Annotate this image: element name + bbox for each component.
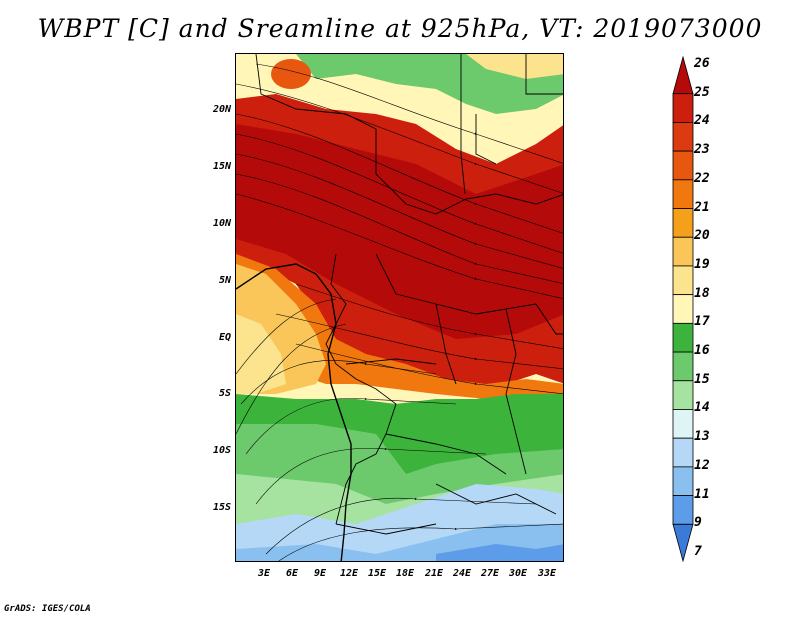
colorbar-swatch: [672, 380, 694, 410]
lon-label-9e: 9E: [313, 568, 327, 579]
lon-label-3e: 3E: [257, 568, 271, 579]
colorbar-swatch: [672, 179, 694, 209]
lat-label-15s: 15S: [212, 502, 231, 513]
colorbar-label: 18: [694, 285, 710, 301]
lon-label-21e: 21E: [424, 568, 444, 579]
colorbar-label: 19: [694, 256, 710, 272]
lon-label-12e: 12E: [339, 568, 359, 579]
lon-label-27e: 27E: [480, 568, 500, 579]
colorbar-swatch: [672, 208, 694, 238]
lat-label-20n: 20N: [212, 104, 231, 115]
lat-label-5s: 5S: [218, 388, 231, 399]
colorbar-swatch: [672, 93, 694, 123]
wbpt-field-map: [236, 54, 563, 561]
grads-credit: GrADS: IGES/COLA: [4, 604, 91, 614]
colorbar-swatch: [672, 122, 694, 152]
map-panel: [235, 53, 564, 562]
lat-label-eq: EQ: [218, 332, 231, 343]
lon-label-6e: 6E: [285, 568, 299, 579]
colorbar-swatch: [672, 236, 694, 267]
colorbar-label: 12: [694, 457, 710, 473]
lon-label-33e: 33E: [537, 568, 557, 579]
colorbar-label: 17: [694, 314, 710, 330]
lon-label-18e: 18E: [395, 568, 415, 579]
lat-label-5n: 5N: [218, 275, 231, 286]
lon-label-24e: 24E: [452, 568, 472, 579]
colorbar-swatch: [672, 466, 694, 496]
colorbar-label: 22: [694, 170, 710, 186]
colorbar-swatch: [672, 150, 694, 181]
colorbar-swatch: [672, 437, 694, 468]
colorbar-label: 9: [694, 515, 702, 531]
chart-title: WBPT [C] and Sreamline at 925hPa, VT: 20…: [37, 14, 763, 43]
lat-label-10n: 10N: [212, 218, 231, 229]
colorbar-swatch: [672, 55, 694, 95]
colorbar-swatch: [672, 294, 694, 324]
lon-label-30e: 30E: [508, 568, 528, 579]
colorbar-label: 20: [694, 228, 710, 244]
colorbar-label: 14: [694, 400, 710, 416]
colorbar-swatch: [672, 495, 694, 525]
colorbar-label: 13: [694, 429, 710, 445]
colorbar-label: 25: [694, 84, 710, 100]
colorbar-label: 7: [694, 544, 702, 559]
colorbar-label: 24: [694, 113, 710, 129]
colorbar-swatch: [672, 523, 694, 563]
colorbar-swatch: [672, 351, 694, 382]
colorbar-label: 21: [694, 199, 710, 215]
colorbar-label: 11: [694, 486, 710, 502]
colorbar-label: 26: [694, 56, 710, 71]
colorbar-label: 15: [694, 371, 710, 387]
lon-label-15e: 15E: [367, 568, 387, 579]
colorbar-swatch: [672, 409, 694, 439]
colorbar-swatch: [672, 265, 694, 296]
lat-label-15n: 15N: [212, 161, 231, 172]
lat-label-10s: 10S: [212, 445, 231, 456]
colorbar-swatch: [672, 322, 694, 353]
colorbar: [672, 55, 694, 563]
colorbar-label: 16: [694, 343, 710, 359]
colorbar-label: 23: [694, 142, 710, 158]
